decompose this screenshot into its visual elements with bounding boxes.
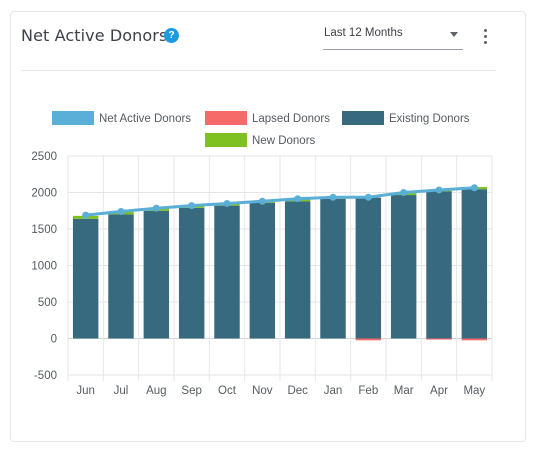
bar-existing-donors xyxy=(178,207,205,339)
point-net-active-donors xyxy=(294,195,302,203)
x-tick-label: Oct xyxy=(218,385,237,397)
point-net-active-donors xyxy=(117,207,125,215)
kebab-menu-icon[interactable] xyxy=(480,29,492,47)
legend-label: Existing Donors xyxy=(389,113,470,125)
legend-swatch xyxy=(342,111,384,125)
x-tick-label: Sep xyxy=(181,385,201,397)
period-select-value: Last 12 Months xyxy=(324,27,403,39)
bar-existing-donors xyxy=(108,214,134,339)
bar-existing-donors xyxy=(390,195,417,339)
y-tick-label: 2000 xyxy=(31,188,57,200)
question-circle-icon[interactable]: ? xyxy=(164,28,179,43)
card-title: Net Active Donors xyxy=(21,26,168,45)
bar-existing-donors xyxy=(249,202,276,339)
y-tick-label: 0 xyxy=(51,334,57,346)
x-tick-label: Feb xyxy=(358,385,378,397)
legend-label: Lapsed Donors xyxy=(252,113,330,125)
point-net-active-donors xyxy=(152,204,160,212)
legend-swatch xyxy=(205,111,247,125)
point-net-active-donors xyxy=(470,184,478,192)
x-tick-label: Nov xyxy=(252,385,273,397)
line-net-active-donors xyxy=(85,186,475,217)
bar-lapsed-donors xyxy=(426,338,452,340)
period-select[interactable]: Last 12 Months xyxy=(323,25,463,50)
y-tick-label: 500 xyxy=(38,297,57,309)
y-tick-label: 1500 xyxy=(31,224,57,236)
x-tick-label: Jan xyxy=(324,385,343,397)
point-net-active-donors xyxy=(364,193,372,201)
bar-existing-donors xyxy=(320,198,346,339)
point-net-active-donors xyxy=(329,193,337,201)
bar-existing-donors xyxy=(284,201,311,339)
y-tick-label: 1000 xyxy=(31,261,57,273)
x-tick-label: Apr xyxy=(430,385,448,397)
x-tick-label: May xyxy=(463,385,485,397)
point-net-active-donors xyxy=(223,199,231,207)
bar-existing-donors xyxy=(72,218,99,339)
x-tick-label: Jul xyxy=(114,385,129,397)
point-net-active-donors xyxy=(188,202,196,210)
legend-label: New Donors xyxy=(252,135,316,147)
bar-existing-donors xyxy=(461,189,488,339)
point-net-active-donors xyxy=(258,197,266,205)
x-tick-label: Dec xyxy=(287,385,308,397)
bar-existing-donors xyxy=(355,197,382,339)
caret-down-icon xyxy=(450,32,458,37)
point-net-active-donors xyxy=(82,211,90,219)
bar-existing-donors xyxy=(214,205,240,339)
bar-existing-donors xyxy=(426,191,452,339)
bar-lapsed-donors xyxy=(461,338,488,341)
x-tick-label: Aug xyxy=(146,385,166,397)
y-tick-label: 2500 xyxy=(31,151,57,163)
header-divider xyxy=(21,70,496,71)
bar-lapsed-donors xyxy=(355,338,382,341)
y-tick-label: -500 xyxy=(34,370,57,382)
legend-label: Net Active Donors xyxy=(99,113,191,125)
legend-swatch xyxy=(205,133,247,147)
point-net-active-donors xyxy=(435,186,443,194)
x-tick-label: Jun xyxy=(76,385,95,397)
x-tick-label: Mar xyxy=(394,385,414,397)
bar-existing-donors xyxy=(143,210,170,339)
point-net-active-donors xyxy=(400,189,408,196)
legend-swatch xyxy=(52,111,94,125)
